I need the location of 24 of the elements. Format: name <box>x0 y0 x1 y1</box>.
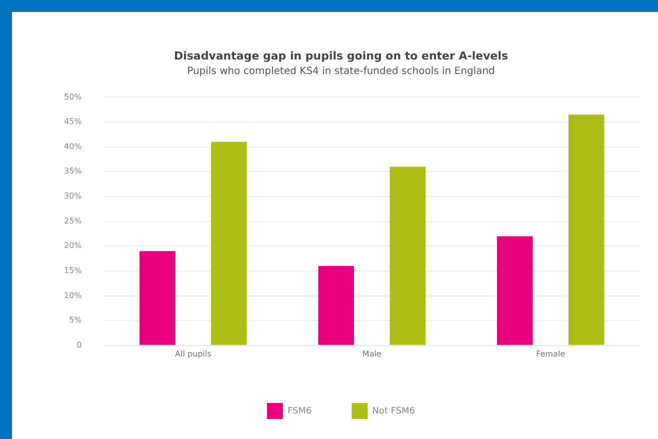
bar <box>390 166 426 345</box>
y-tick-label: 45% <box>64 117 82 126</box>
legend-label: FSM6 <box>287 406 312 416</box>
y-tick-label: 35% <box>64 166 82 176</box>
bar <box>568 114 604 345</box>
chart-title: Disadvantage gap in pupils going on to enter A-levels <box>174 49 508 62</box>
bar <box>497 236 533 345</box>
y-tick-label: 10% <box>64 290 82 300</box>
y-tick-label: 15% <box>64 266 82 276</box>
y-tick-label: 30% <box>64 192 82 201</box>
y-tick-label: 0 <box>76 340 82 350</box>
bar <box>318 266 354 345</box>
y-tick-label: 20% <box>64 241 82 250</box>
y-tick-label: 25% <box>64 216 82 226</box>
legend-label: Not FSM6 <box>372 406 416 416</box>
x-tick-label: Female <box>536 349 566 358</box>
x-tick-label: Male <box>362 349 382 358</box>
y-tick-label: 40% <box>64 142 82 151</box>
x-tick-label: All pupils <box>174 349 212 358</box>
bar <box>140 251 176 345</box>
y-tick-label: 50% <box>64 92 82 102</box>
y-tick-label: 5% <box>69 316 82 325</box>
bar <box>211 142 247 345</box>
chart-subtitle: Pupils who completed KS4 in state-funded schools in England <box>187 66 495 77</box>
